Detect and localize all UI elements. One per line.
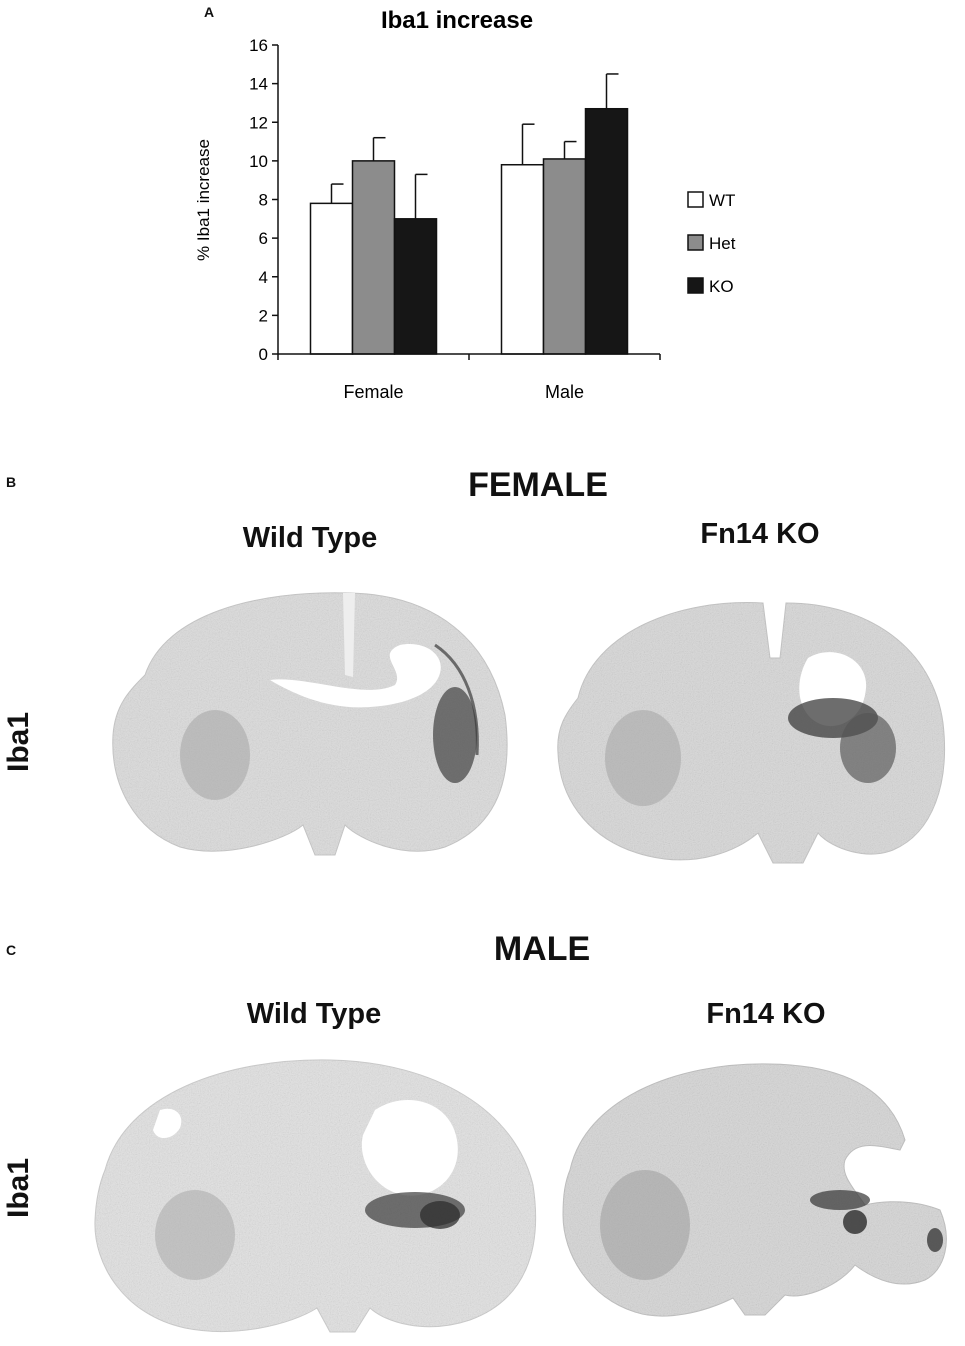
bars xyxy=(309,73,629,355)
legend-label-het: Het xyxy=(709,234,736,253)
y-tick-label: 6 xyxy=(259,229,268,248)
panel-b-label: B xyxy=(6,474,17,490)
y-axis-label: % Iba1 increase xyxy=(194,139,213,261)
panel-a-label: A xyxy=(204,4,215,20)
x-tick-label: Female xyxy=(343,382,403,402)
panel-c-label: C xyxy=(6,942,17,958)
y-tick-label: 0 xyxy=(259,345,268,364)
female-row-iba1-label: Iba1 xyxy=(2,711,35,772)
male-row-iba1-label: Iba1 xyxy=(2,1157,35,1218)
x-axis: Female Male xyxy=(277,353,661,402)
y-tick-label: 4 xyxy=(259,268,268,287)
y-tick-label: 10 xyxy=(249,152,268,171)
legend-swatch-het xyxy=(687,234,704,251)
male-wild-type-brain-section xyxy=(94,1059,537,1333)
y-tick-label: 8 xyxy=(259,191,268,210)
female-wild-type-label: Wild Type xyxy=(242,522,378,554)
bar-wt-female xyxy=(309,202,354,355)
male-wild-type-label: Wild Type xyxy=(246,998,382,1030)
female-wild-type-brain-section xyxy=(112,592,508,856)
y-tick-label: 2 xyxy=(259,306,268,325)
x-tick-label: Male xyxy=(545,382,584,402)
legend-label-ko: KO xyxy=(709,277,734,296)
male-fn14-ko-brain-section xyxy=(562,1063,947,1317)
bar-ko-female xyxy=(393,218,438,355)
male-fn14-ko-label: Fn14 KO xyxy=(706,998,826,1030)
female-heading: FEMALE xyxy=(468,466,608,504)
female-fn14-ko-brain-section xyxy=(557,602,946,864)
bar-ko-male xyxy=(584,107,629,355)
chart-title: Iba1 increase xyxy=(381,7,533,34)
legend: WT Het KO xyxy=(687,191,736,296)
legend-swatch-wt xyxy=(687,191,704,208)
bar-wt-male xyxy=(500,163,545,355)
bar-het-male xyxy=(542,158,587,355)
iba1-bar-chart: Iba1 increase 0 2 4 6 8 10 12 14 16 Female Male %… xyxy=(194,7,736,402)
y-tick-label: 12 xyxy=(249,113,268,132)
male-heading: MALE xyxy=(493,930,591,968)
legend-swatch-ko xyxy=(687,277,704,294)
legend-label-wt: WT xyxy=(709,191,735,210)
y-tick-label: 14 xyxy=(249,75,268,94)
y-axis: 0 2 4 6 8 10 12 14 16 xyxy=(249,36,279,364)
female-fn14-ko-label: Fn14 KO xyxy=(700,518,820,550)
bar-het-female xyxy=(351,160,396,355)
y-tick-label: 16 xyxy=(249,36,268,55)
